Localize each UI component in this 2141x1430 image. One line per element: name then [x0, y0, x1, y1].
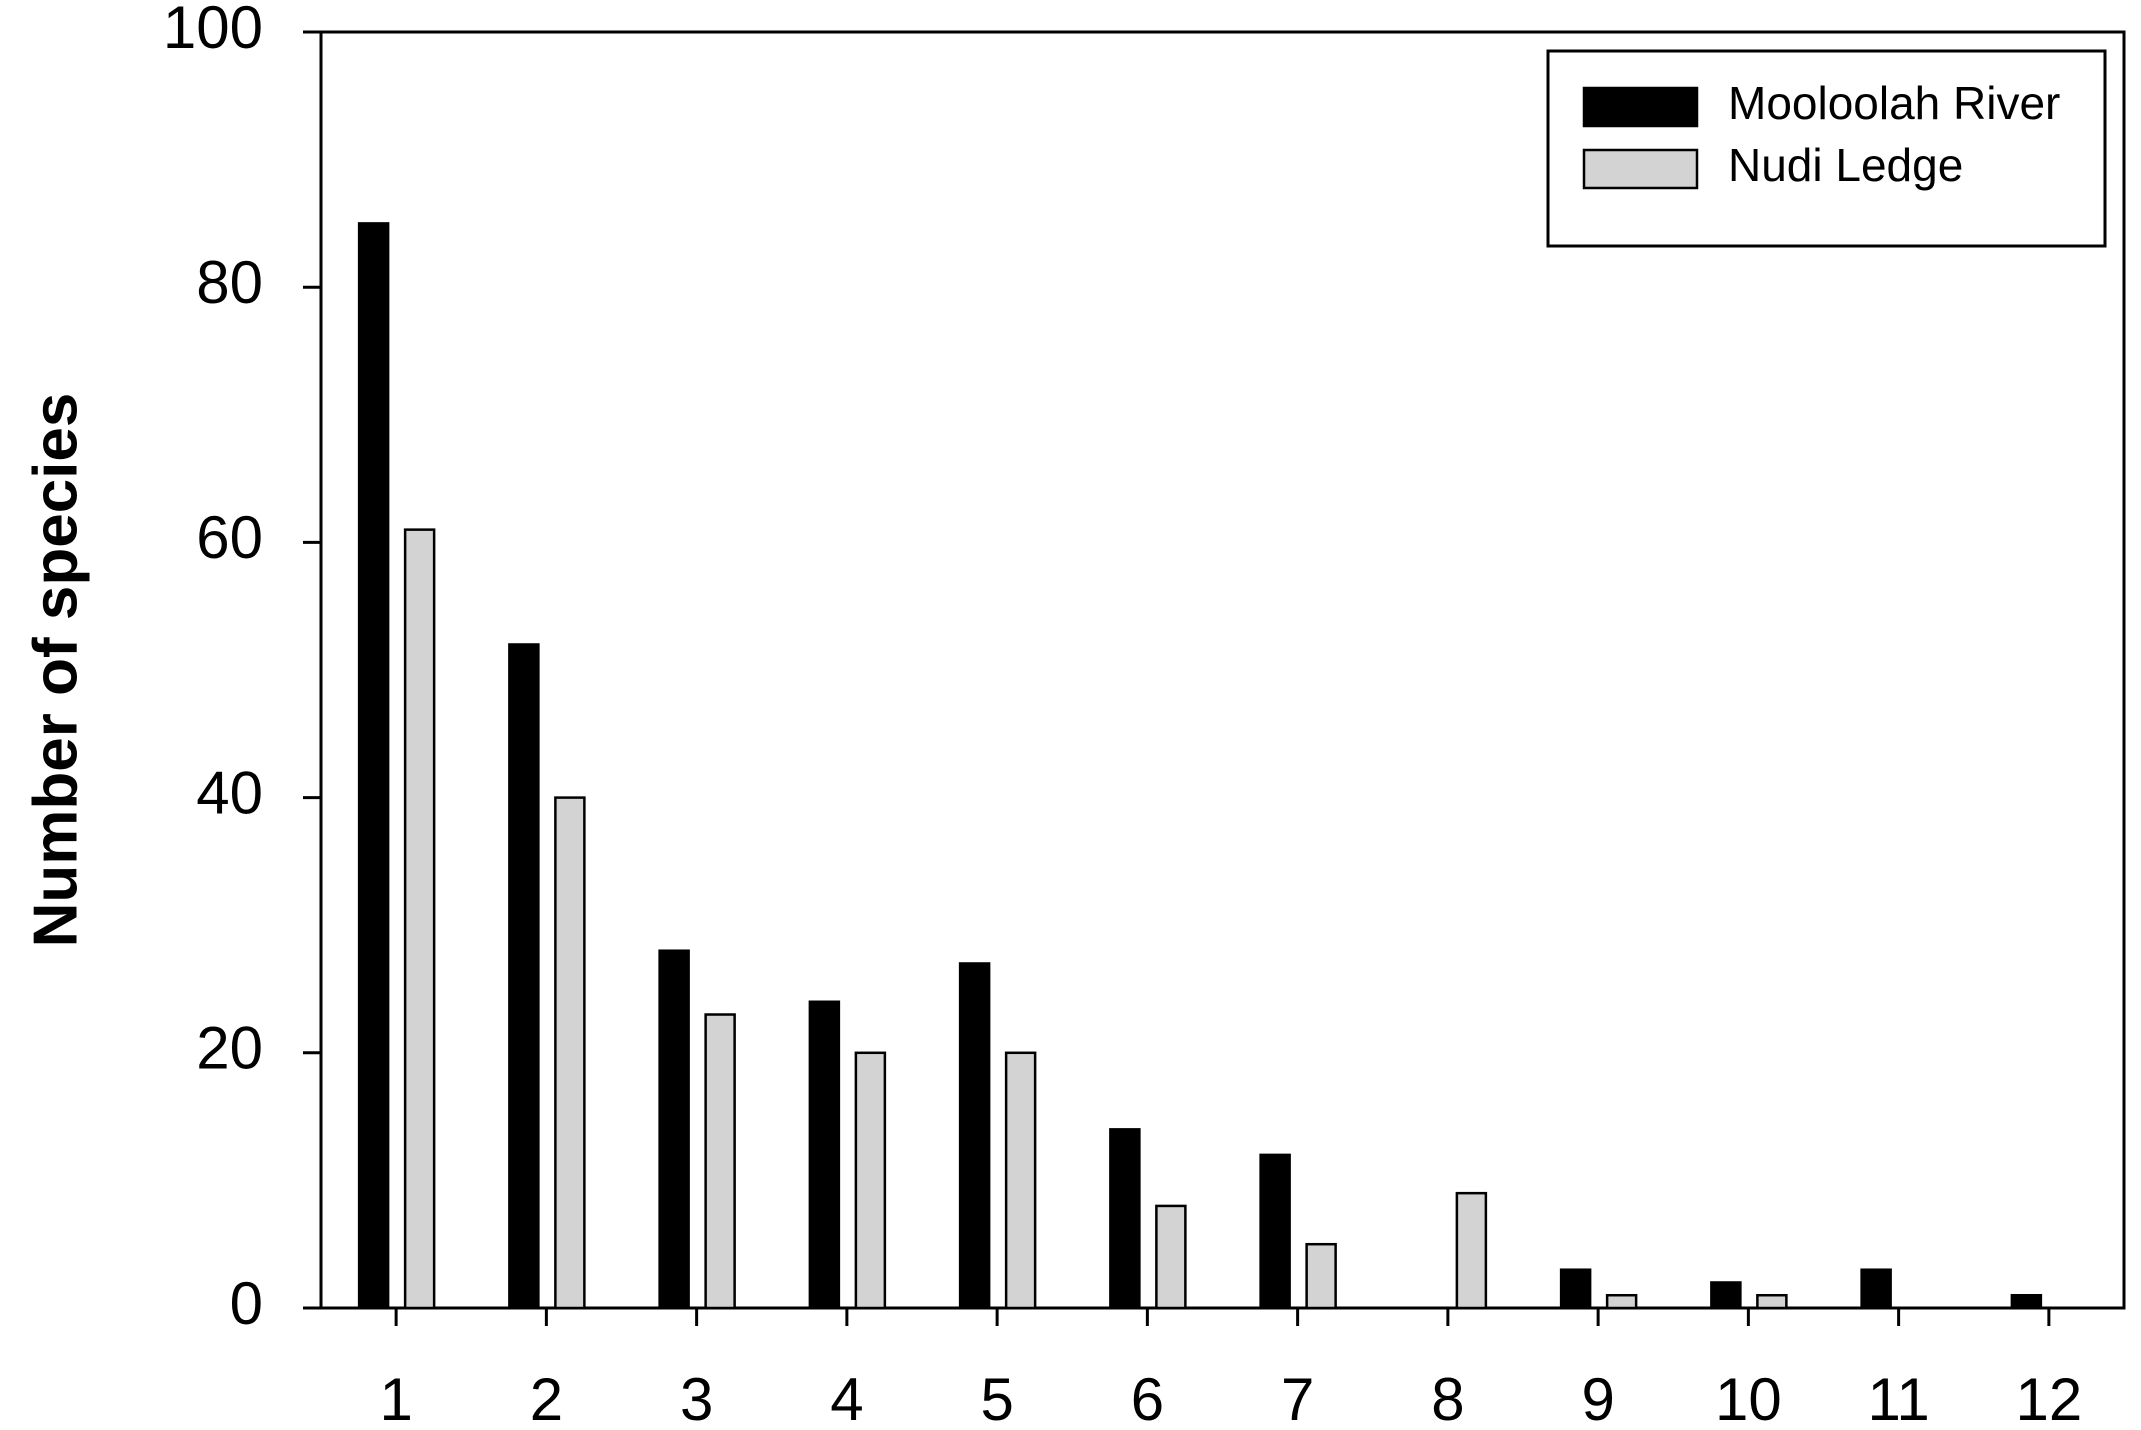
- x-tick-label: 12: [2016, 1366, 2083, 1430]
- x-tick-label: 11: [1867, 1366, 1929, 1430]
- bar: [2010, 1293, 2043, 1310]
- bar: [403, 528, 436, 1310]
- x-tick-label: 4: [830, 1366, 863, 1430]
- y-tick-label: 80: [196, 249, 263, 316]
- bar: [1109, 1128, 1141, 1310]
- x-tick-label: 5: [980, 1366, 1013, 1430]
- legend-swatch: [1582, 86, 1699, 128]
- bar: [1756, 1293, 1788, 1310]
- x-tick-label: 10: [1715, 1366, 1782, 1430]
- x-tick-label: 9: [1581, 1366, 1614, 1430]
- bar: [854, 1051, 887, 1310]
- x-tick-label: 2: [530, 1366, 563, 1430]
- bar: [1710, 1281, 1742, 1310]
- bar: [1559, 1268, 1592, 1310]
- legend-label: Nudi Ledge: [1728, 139, 1963, 191]
- bar: [1155, 1204, 1187, 1310]
- bar: [808, 1000, 841, 1310]
- y-tick-label: 0: [230, 1270, 263, 1337]
- legend-label: Mooloolah River: [1728, 77, 2060, 129]
- x-tick-label: 1: [379, 1366, 412, 1430]
- bar: [1259, 1153, 1291, 1310]
- bar: [958, 962, 991, 1310]
- bar: [1004, 1051, 1037, 1310]
- bar: [1860, 1268, 1892, 1310]
- y-tick-label: 60: [196, 504, 263, 571]
- bar: [1455, 1191, 1488, 1310]
- plot-frame: [319, 30, 2126, 1310]
- y-tick-label: 20: [196, 1015, 263, 1082]
- x-tick-label: 3: [680, 1366, 713, 1430]
- y-axis-title: Number of species: [21, 393, 90, 948]
- x-tick-label: 6: [1131, 1366, 1164, 1430]
- bar: [1305, 1242, 1337, 1310]
- x-tick-label: 8: [1431, 1366, 1464, 1430]
- bar: [1605, 1293, 1638, 1310]
- y-tick-label: 40: [196, 759, 263, 826]
- y-tick-label: 100: [163, 0, 263, 61]
- x-tick-label: 7: [1281, 1366, 1314, 1430]
- bar: [357, 222, 390, 1310]
- bar: [554, 796, 586, 1310]
- bar: [658, 949, 690, 1310]
- legend-box: [1546, 49, 2107, 248]
- bar: [704, 1013, 736, 1310]
- legend-swatch: [1582, 148, 1699, 190]
- bar: [508, 643, 540, 1310]
